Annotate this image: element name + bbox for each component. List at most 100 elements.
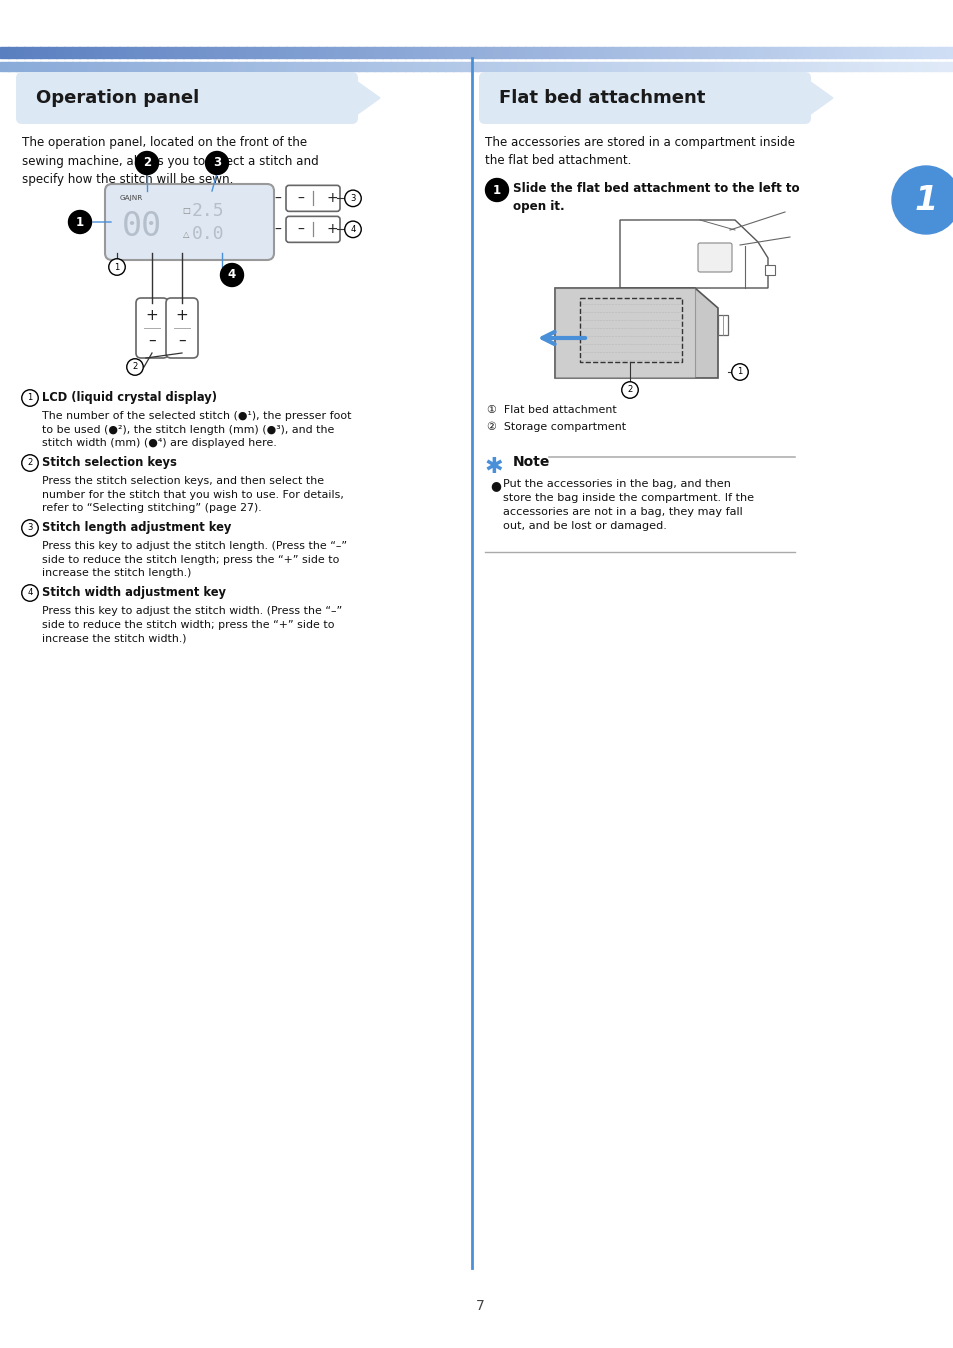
Bar [469,47,477,58]
Bar [405,47,414,58]
Bar [508,62,517,71]
Bar [826,62,835,71]
Bar [71,62,80,71]
Bar [524,47,533,58]
Bar [612,47,620,58]
Bar [770,62,780,71]
Bar [381,47,390,58]
Bar [469,62,477,71]
Bar [517,62,525,71]
Bar [429,47,437,58]
Polygon shape [555,288,695,377]
Text: 3: 3 [213,156,221,170]
Bar [0,47,9,58]
Text: Slide the flat bed attachment to the left to
open it.: Slide the flat bed attachment to the lef… [513,182,799,213]
Text: 1: 1 [493,183,500,197]
Bar [865,62,875,71]
Bar [659,62,668,71]
Bar [48,62,56,71]
Text: 4: 4 [350,225,355,233]
Bar [48,47,56,58]
Bar [755,47,763,58]
Bar [278,47,287,58]
Bar [254,47,263,58]
Polygon shape [764,266,774,275]
Bar [882,47,890,58]
Bar [508,47,517,58]
Bar [548,62,557,71]
Bar [786,62,795,71]
Bar [231,62,239,71]
Bar [937,62,946,71]
Text: 2.5: 2.5 [192,202,224,220]
Text: 0.0: 0.0 [192,225,224,244]
FancyBboxPatch shape [16,71,357,124]
Bar [64,62,72,71]
Polygon shape [352,78,379,119]
Bar [889,62,899,71]
Text: □: □ [182,206,190,216]
Bar [198,62,208,71]
Bar [413,47,422,58]
Bar [699,47,708,58]
Bar [24,47,32,58]
Text: –: – [296,222,304,236]
Bar [683,62,692,71]
Text: Flat bed attachment: Flat bed attachment [498,89,704,106]
Text: –: – [148,333,155,348]
Bar [493,47,501,58]
Bar [95,47,104,58]
Bar [167,62,175,71]
Bar [596,47,604,58]
Circle shape [344,221,361,237]
Bar [334,62,342,71]
Bar [858,47,866,58]
Bar [579,62,589,71]
Text: 7: 7 [476,1299,484,1313]
Bar [270,62,279,71]
Text: LCD (liquid crystal display): LCD (liquid crystal display) [42,391,216,404]
Circle shape [69,210,91,233]
Circle shape [205,151,229,174]
Bar [8,62,17,71]
Text: –: – [274,222,281,236]
Bar [810,47,819,58]
FancyBboxPatch shape [478,71,810,124]
Bar [476,62,485,71]
Bar [850,62,859,71]
Bar [397,62,406,71]
Text: GAJNR: GAJNR [120,195,143,201]
Bar [71,47,80,58]
Bar [191,47,199,58]
Bar [310,62,318,71]
Bar [564,47,573,58]
Bar [436,47,446,58]
Bar [556,62,565,71]
Bar [588,62,597,71]
Bar [500,47,509,58]
Bar [731,62,740,71]
Bar [627,47,637,58]
Bar [40,62,49,71]
Bar [143,47,152,58]
Circle shape [22,390,38,406]
Bar [762,47,771,58]
Bar [389,62,398,71]
Bar [341,47,351,58]
FancyBboxPatch shape [136,298,168,359]
Text: +: + [146,309,158,324]
Bar [929,47,938,58]
Bar [389,47,398,58]
Bar [913,47,923,58]
Bar [357,62,366,71]
Bar [619,62,628,71]
Bar [286,62,294,71]
Bar [119,47,128,58]
Bar [882,62,890,71]
Text: 2: 2 [28,458,32,468]
Polygon shape [718,315,727,336]
Bar [500,62,509,71]
Bar [8,47,17,58]
Text: The number of the selected stitch (●¹), the presser foot
to be used (●²), the st: The number of the selected stitch (●¹), … [42,411,351,448]
Text: +: + [327,222,338,236]
